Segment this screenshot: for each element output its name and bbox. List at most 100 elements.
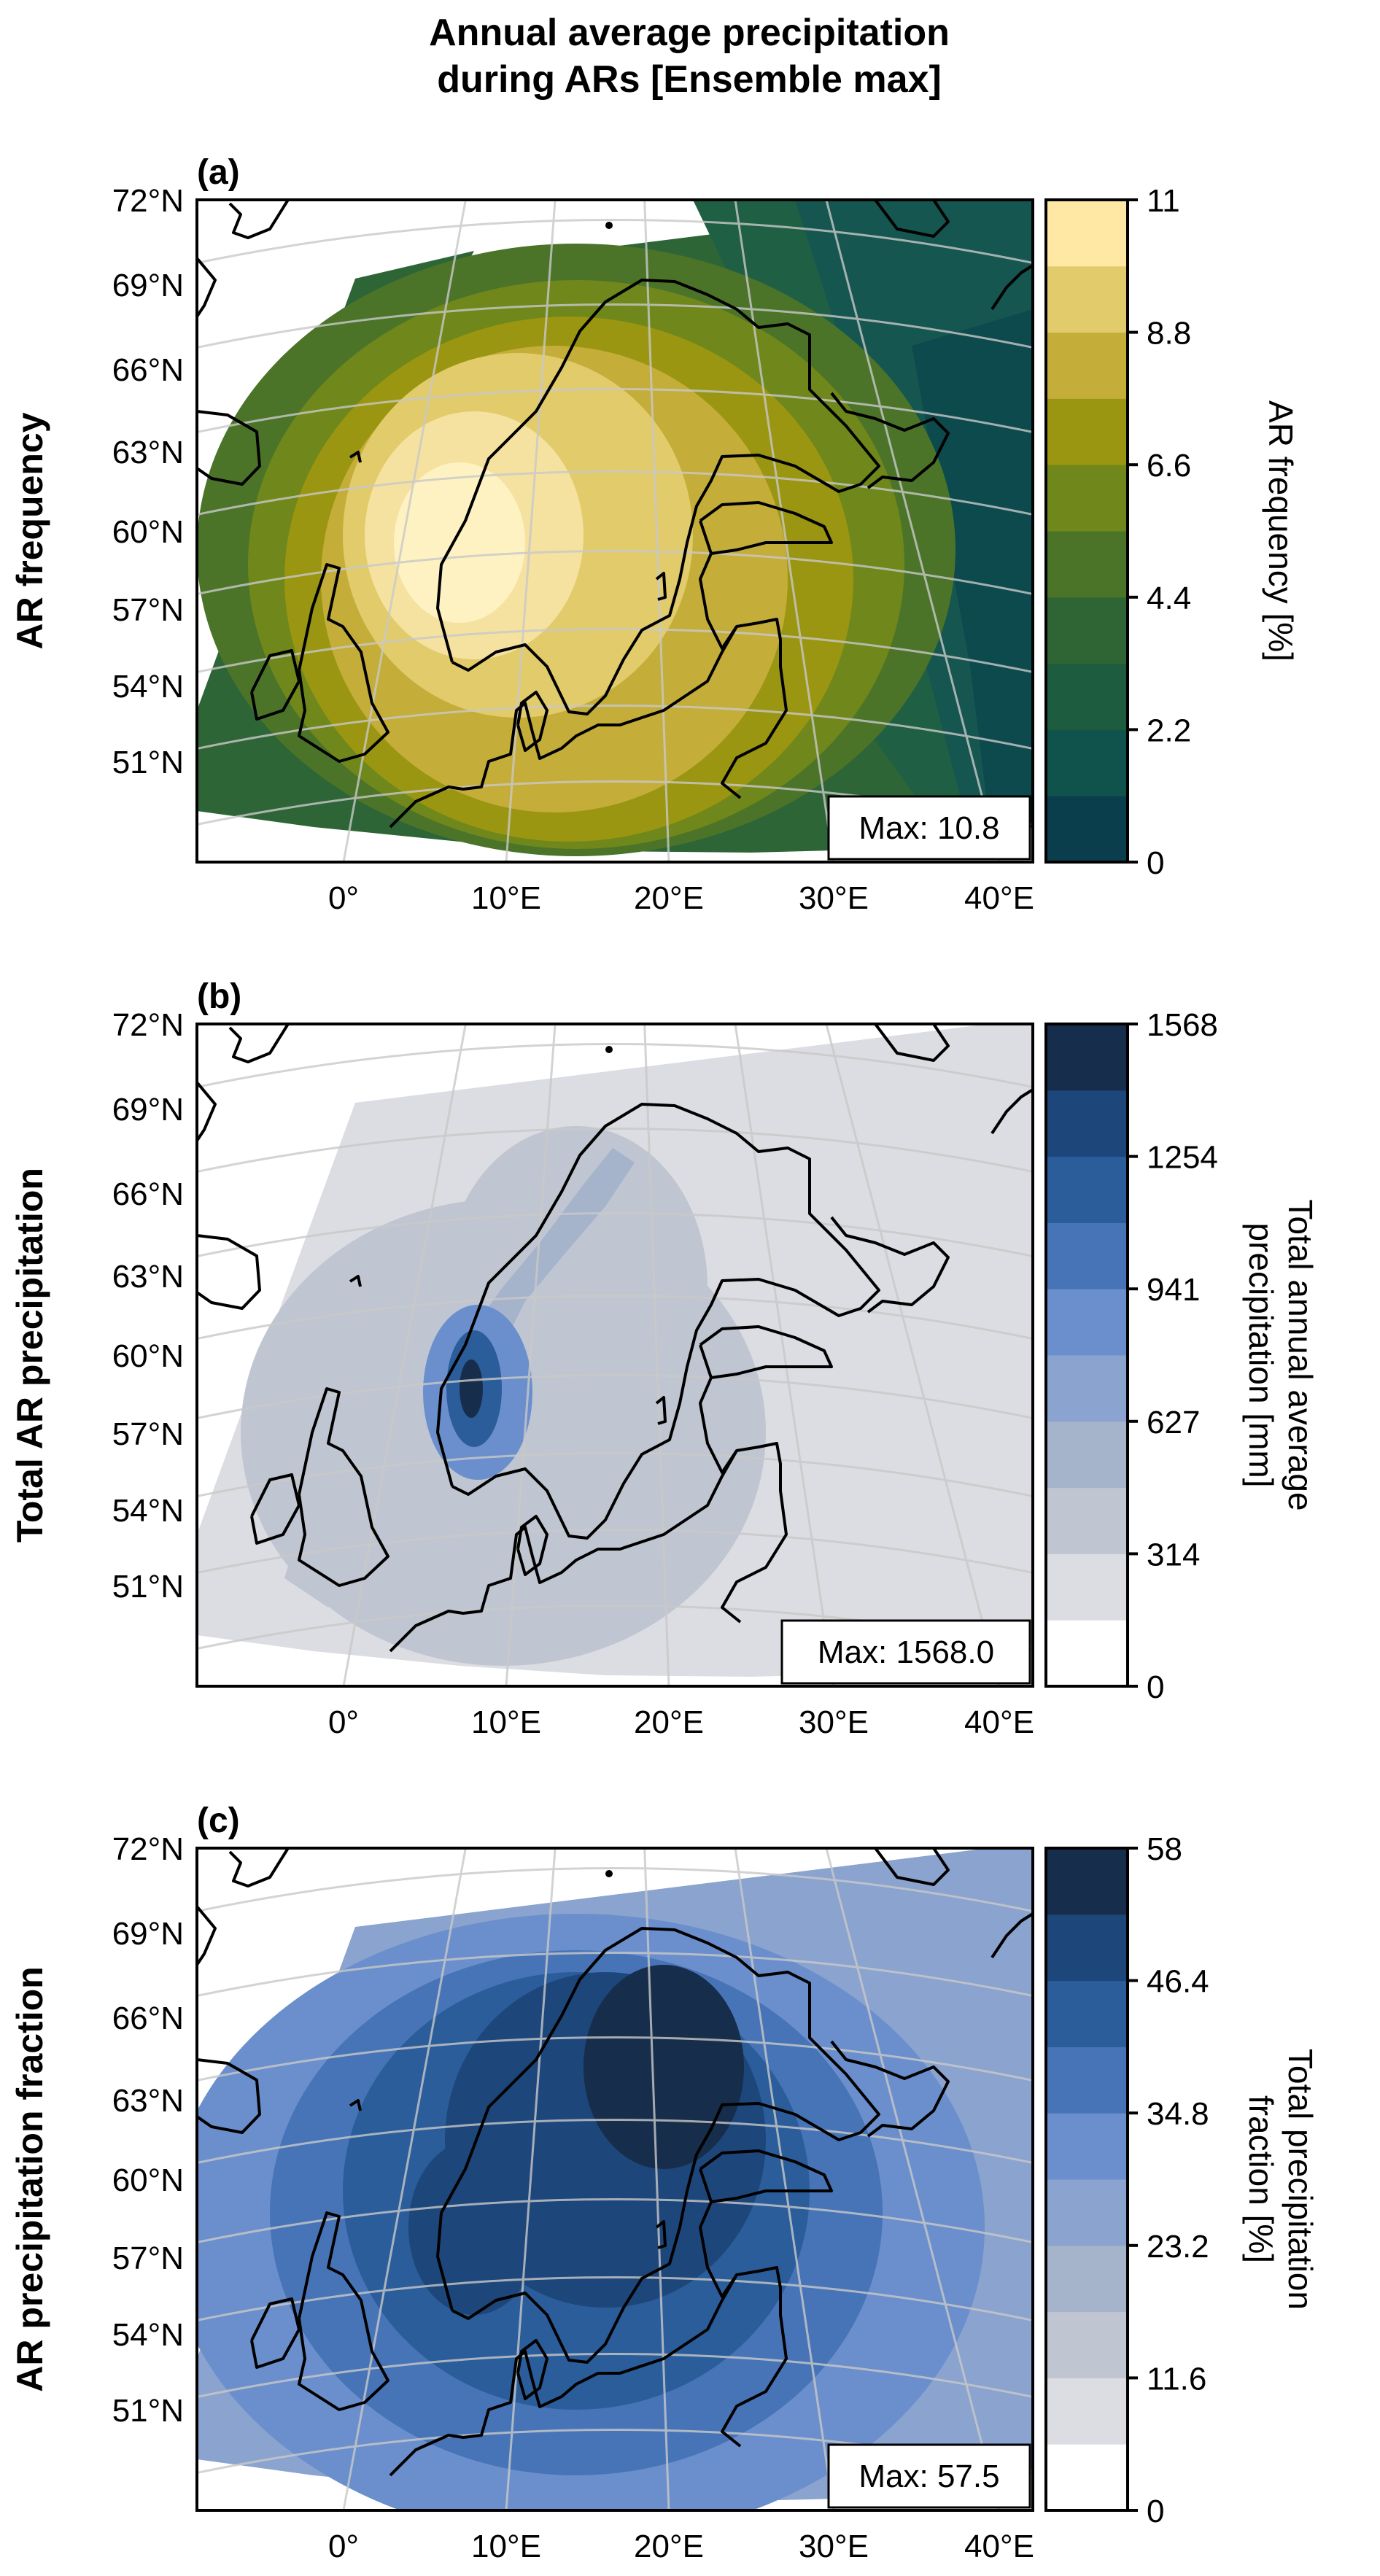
graticule-lat-1 — [197, 303, 1033, 349]
coastline-svalbard — [874, 1024, 950, 1062]
coastline-britain — [298, 2211, 389, 2411]
coastline-faroe — [349, 451, 362, 463]
graticule-lon-2 — [643, 1848, 670, 2510]
graticule-lat-0 — [197, 1043, 1033, 1089]
graticule-lon-3 — [734, 1024, 835, 1686]
graticule-lat-3 — [197, 2119, 1033, 2165]
max-text-c: Max: 57.5 — [858, 2459, 999, 2494]
row-label-c: AR precipitation fraction — [9, 1966, 50, 2391]
island-dot — [605, 222, 613, 229]
graticule-lat-5 — [197, 2276, 1033, 2322]
graticule-lat-1 — [197, 1952, 1033, 1998]
lon-tick-b-0: 0° — [328, 1704, 359, 1740]
colorbar-frame — [1044, 198, 1129, 864]
coastline-scandinavia — [436, 1103, 880, 1540]
coastline-scandinavia — [436, 279, 880, 715]
row-label-b: Total AR precipitation — [9, 1168, 50, 1543]
graticule — [197, 200, 1033, 862]
graticule-lat-0 — [197, 219, 1033, 265]
colorbar-segment-9 — [1046, 200, 1128, 267]
coastline-greenland — [228, 1024, 290, 1063]
colorbar-tick-b-2: 627 — [1147, 1405, 1200, 1440]
graticule-lon-4 — [825, 1024, 1001, 1686]
map-c: Max: 57.5 — [195, 1847, 1034, 2512]
graticule-lon-1 — [505, 1848, 557, 2510]
colorbar-segment-6 — [1046, 1222, 1128, 1289]
lon-tick-c-1: 10°E — [471, 2529, 541, 2564]
island-dot — [605, 1870, 613, 1877]
coastline-novaya — [991, 1088, 1033, 1135]
coastline-scandinavia — [436, 1927, 880, 2364]
graticule-lon-0 — [342, 1024, 467, 1686]
graticule-lat-5 — [197, 628, 1033, 674]
lon-tick-a-0: 0° — [328, 880, 359, 916]
panel-label-a: (a) — [197, 153, 240, 192]
coastline-iceland — [197, 410, 261, 486]
lat-tick-b-1: 69°N — [112, 1092, 184, 1128]
colorbar-segment-0 — [1046, 796, 1128, 863]
lon-tick-b-2: 20°E — [634, 1704, 704, 1740]
colorbar-tick-b-5: 1568 — [1147, 1007, 1218, 1043]
graticule-lat-3 — [197, 1295, 1033, 1341]
lon-tick-b-3: 30°E — [799, 1704, 869, 1740]
lat-tick-b-2: 66°N — [112, 1176, 184, 1212]
colorbar-tick-b-0: 0 — [1147, 1669, 1164, 1705]
colorbar-tick-a-2: 4.4 — [1147, 581, 1191, 616]
field-band-5 — [460, 1359, 483, 1418]
coastline-novaya — [991, 264, 1033, 311]
colorbar-segment-1 — [1046, 2378, 1128, 2445]
colorbar-segment-6 — [1046, 398, 1128, 465]
coastline-gotland — [655, 1396, 667, 1425]
coastline-denmark — [516, 1515, 548, 1576]
coastline-greenland2 — [197, 1905, 217, 1966]
colorbar-c: 0 11.6 23.2 34.8 46.4 58 Total precipitationfr… — [1044, 1831, 1319, 2529]
colorbar-b: 0 314 627 941 1254 1568 Total annual averagepr… — [1044, 1007, 1319, 1705]
colorbar-segment-0 — [1046, 2444, 1128, 2511]
colorbar-segment-4 — [1046, 531, 1128, 598]
panel-label-c: (c) — [197, 1801, 240, 1840]
lon-tick-a-2: 20°E — [634, 880, 704, 916]
lon-tick-a-1: 10°E — [471, 880, 541, 916]
lat-tick-b-3: 63°N — [112, 1259, 184, 1295]
colorbar-segment-4 — [1046, 2179, 1128, 2246]
max-box-b — [780, 1619, 1031, 1685]
coastline-continent — [389, 2266, 788, 2477]
colorbar-segment-3 — [1046, 1421, 1128, 1489]
coastline-gotland — [655, 2220, 667, 2249]
graticule-lon-4 — [825, 200, 1001, 862]
coastlines — [197, 1848, 1033, 2477]
lat-tick-a-7: 51°N — [112, 745, 184, 780]
lat-tick-c-7: 51°N — [112, 2393, 184, 2429]
colorbar-segment-7 — [1046, 332, 1128, 399]
colorbar-segment-7 — [1046, 1980, 1128, 2047]
colorbar-label-c-1: fraction [%] — [1242, 2095, 1280, 2263]
field-band-4b — [408, 2140, 540, 2315]
colorbar-segment-9 — [1046, 1024, 1128, 1091]
lat-tick-c-0: 72°N — [112, 1831, 184, 1867]
lat-tick-b-0: 72°N — [112, 1007, 184, 1043]
colorbar-label-c-0: Total precipitation — [1282, 2049, 1319, 2310]
graticule-lat-3 — [197, 470, 1033, 516]
colorbar-segment-9 — [1046, 1848, 1128, 1915]
colorbar-tick-c-4: 46.4 — [1147, 1964, 1209, 2000]
coastline-greenland — [228, 200, 290, 239]
max-text-b: Max: 1568.0 — [818, 1634, 994, 1670]
coastline-britain — [298, 563, 389, 763]
coastline-novaya — [991, 1912, 1033, 1959]
island-dot — [605, 1046, 613, 1053]
colorbar-segment-5 — [1046, 1289, 1128, 1356]
row-label-a: AR frequency — [9, 412, 50, 649]
colorbar-segment-1 — [1046, 729, 1128, 796]
graticule-lon-3 — [734, 1848, 835, 2510]
lat-tick-a-4: 60°N — [112, 514, 184, 550]
graticule-lat-2 — [197, 1212, 1033, 1258]
lon-tick-b-4: 40°E — [964, 1704, 1034, 1740]
panel-a: (a) AR frequency Max: 10.8 72°N 69°N 66°N 63°N… — [9, 153, 1300, 916]
coastlines — [197, 1024, 1033, 1653]
graticule-lon-3 — [734, 200, 835, 862]
colorbar-frame — [1044, 1847, 1129, 2512]
coastline-faroe — [349, 2099, 362, 2111]
field-band-east-3 — [912, 309, 1033, 842]
colorbar-segment-7 — [1046, 1156, 1128, 1223]
